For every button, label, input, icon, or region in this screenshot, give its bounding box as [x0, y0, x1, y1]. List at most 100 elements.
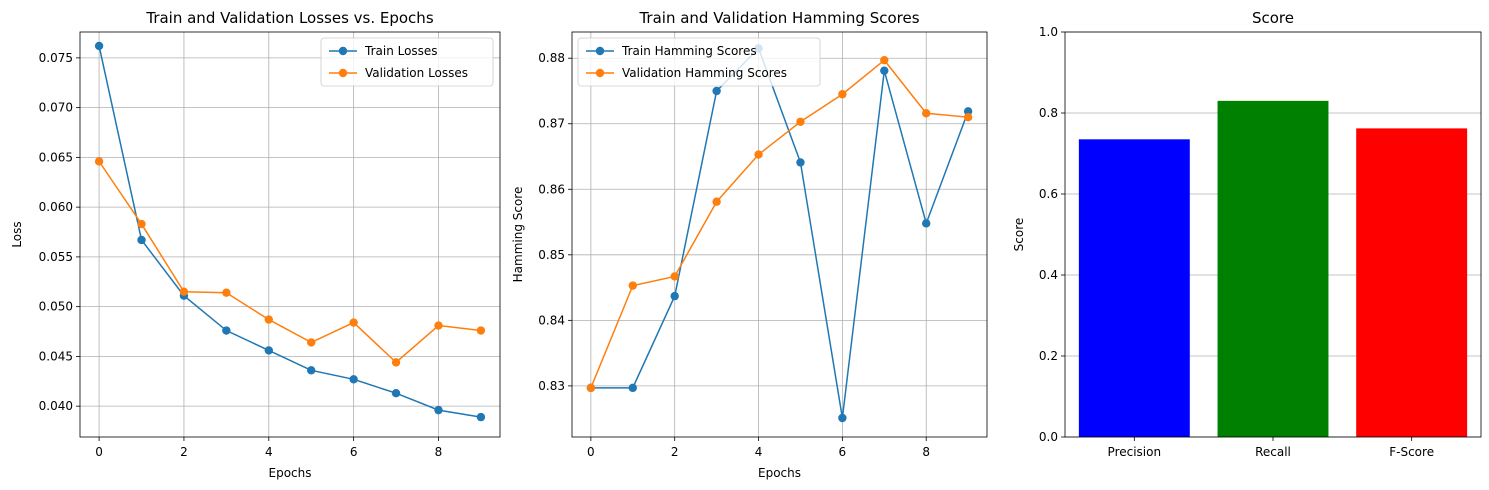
legend-label: Train Hamming Scores: [621, 44, 757, 58]
y-tick-label: 0.0: [1039, 430, 1058, 444]
data-point: [222, 326, 231, 335]
bar: [1356, 128, 1468, 437]
legend: Train Losses Validation Losses: [320, 37, 494, 87]
x-tick-label: 8: [435, 445, 443, 459]
legend-label: Validation Hamming Scores: [622, 66, 787, 80]
data-point: [476, 326, 486, 335]
data-point: [307, 366, 316, 375]
data-point: [670, 272, 679, 281]
x-tick-label: 0: [95, 445, 103, 459]
legend-swatch-marker: [595, 68, 605, 78]
x-tick-label: 6: [350, 445, 358, 459]
data-point: [137, 235, 146, 245]
data-point: [94, 157, 104, 166]
x-tick-label: 8: [922, 445, 930, 459]
data-point: [179, 287, 189, 296]
axes-frame: [1064, 31, 1482, 438]
data-point: [796, 158, 805, 167]
series-1: [94, 41, 486, 422]
bar: [1078, 139, 1190, 437]
y-tick-label: 0.83: [538, 379, 565, 393]
chart-title: Train and Validation Hamming Scores: [638, 9, 919, 27]
data-point: [307, 338, 316, 347]
series-2: [94, 157, 486, 367]
data-point: [349, 318, 358, 327]
data-point: [476, 412, 486, 422]
chart-panel-3: Precision Recall F-Score 0.0 0.2 0.4 0.6 0.8 1.0…: [1012, 9, 1482, 459]
y-tick-label: 0.070: [39, 101, 73, 115]
data-point: [796, 117, 805, 126]
data-point: [434, 321, 443, 330]
x-tick-label: Recall: [1255, 445, 1291, 459]
y-tick-label: 0.6: [1039, 187, 1058, 201]
data-point: [880, 66, 889, 75]
data-point: [434, 405, 443, 415]
data-point: [94, 41, 104, 51]
x-tick-label: Precision: [1108, 445, 1162, 459]
legend-swatch-marker: [595, 46, 605, 56]
data-point: [628, 383, 637, 393]
y-tick-label: 0.2: [1039, 349, 1058, 363]
y-tick-label: 0.4: [1039, 268, 1058, 282]
x-axis-label: Epochs: [269, 466, 312, 480]
series-line: [590, 59, 969, 389]
data-point: [586, 383, 596, 393]
bar: [1217, 100, 1329, 437]
x-tick-label: 0: [587, 445, 595, 459]
y-axis-label: Hamming Score: [511, 187, 525, 283]
x-axis-label: Epochs: [758, 466, 801, 480]
series-line: [590, 47, 969, 419]
x-tick-label: 4: [265, 445, 273, 459]
axes-frame: [571, 31, 988, 438]
y-tick-label: 0.045: [39, 349, 73, 363]
legend-label: Validation Losses: [365, 66, 468, 80]
chart-title: Train and Validation Losses vs. Epochs: [145, 9, 433, 27]
legend-box: [577, 37, 821, 87]
y-tick-label: 0.85: [538, 248, 565, 262]
y-tick-label: 1.0: [1039, 25, 1058, 39]
data-point: [349, 375, 358, 384]
x-tick-label: 2: [180, 445, 188, 459]
x-tick-label: 6: [839, 445, 847, 459]
y-tick-label: 0.86: [538, 182, 565, 196]
y-axis-label: Score: [1012, 218, 1026, 252]
data-point: [754, 150, 763, 159]
grid-lines: [572, 32, 987, 437]
y-tick-label: 0.075: [39, 51, 73, 65]
data-point: [264, 346, 273, 355]
data-point: [838, 90, 847, 99]
data-point: [670, 291, 679, 301]
legend-swatch-marker: [338, 68, 348, 78]
y-tick-label: 0.84: [538, 313, 565, 327]
legend-label: Train Losses: [364, 44, 438, 58]
y-tick-label: 0.8: [1039, 106, 1058, 120]
chart-panel-1: 0 2 4 6 8 0.040 0.045 0.050 0.055 0.060 0.065 0.070…: [10, 9, 501, 480]
series-2: [586, 55, 973, 393]
axes-frame: [79, 31, 501, 438]
y-tick-label: 0.055: [39, 250, 73, 264]
data-point: [922, 109, 931, 118]
data-point: [391, 358, 401, 367]
data-point: [963, 107, 973, 116]
y-tick-label: 0.87: [538, 117, 565, 131]
y-tick-label: 0.040: [39, 399, 73, 413]
data-point: [264, 315, 273, 324]
y-tick-label: 0.050: [39, 300, 73, 314]
legend-swatch-marker: [338, 46, 348, 56]
grid-lines: [80, 32, 500, 437]
legend-box: [320, 37, 494, 87]
series-1: [586, 44, 973, 423]
x-tick-label: F-Score: [1389, 445, 1434, 459]
data-point: [391, 389, 401, 398]
y-tick-label: 0.88: [538, 51, 565, 65]
data-point: [838, 413, 847, 423]
y-tick-label: 0.065: [39, 150, 73, 164]
x-tick-label: 2: [671, 445, 679, 459]
data-point: [137, 219, 146, 229]
data-point: [963, 112, 973, 122]
chart-title: Score: [1252, 9, 1294, 27]
chart-panel-2: 0 2 4 6 8 0.83 0.84 0.85 0.86 0.87 0.88 Train and V…: [511, 9, 988, 480]
y-tick-label: 0.060: [39, 200, 73, 214]
y-axis-label: Loss: [10, 221, 24, 247]
